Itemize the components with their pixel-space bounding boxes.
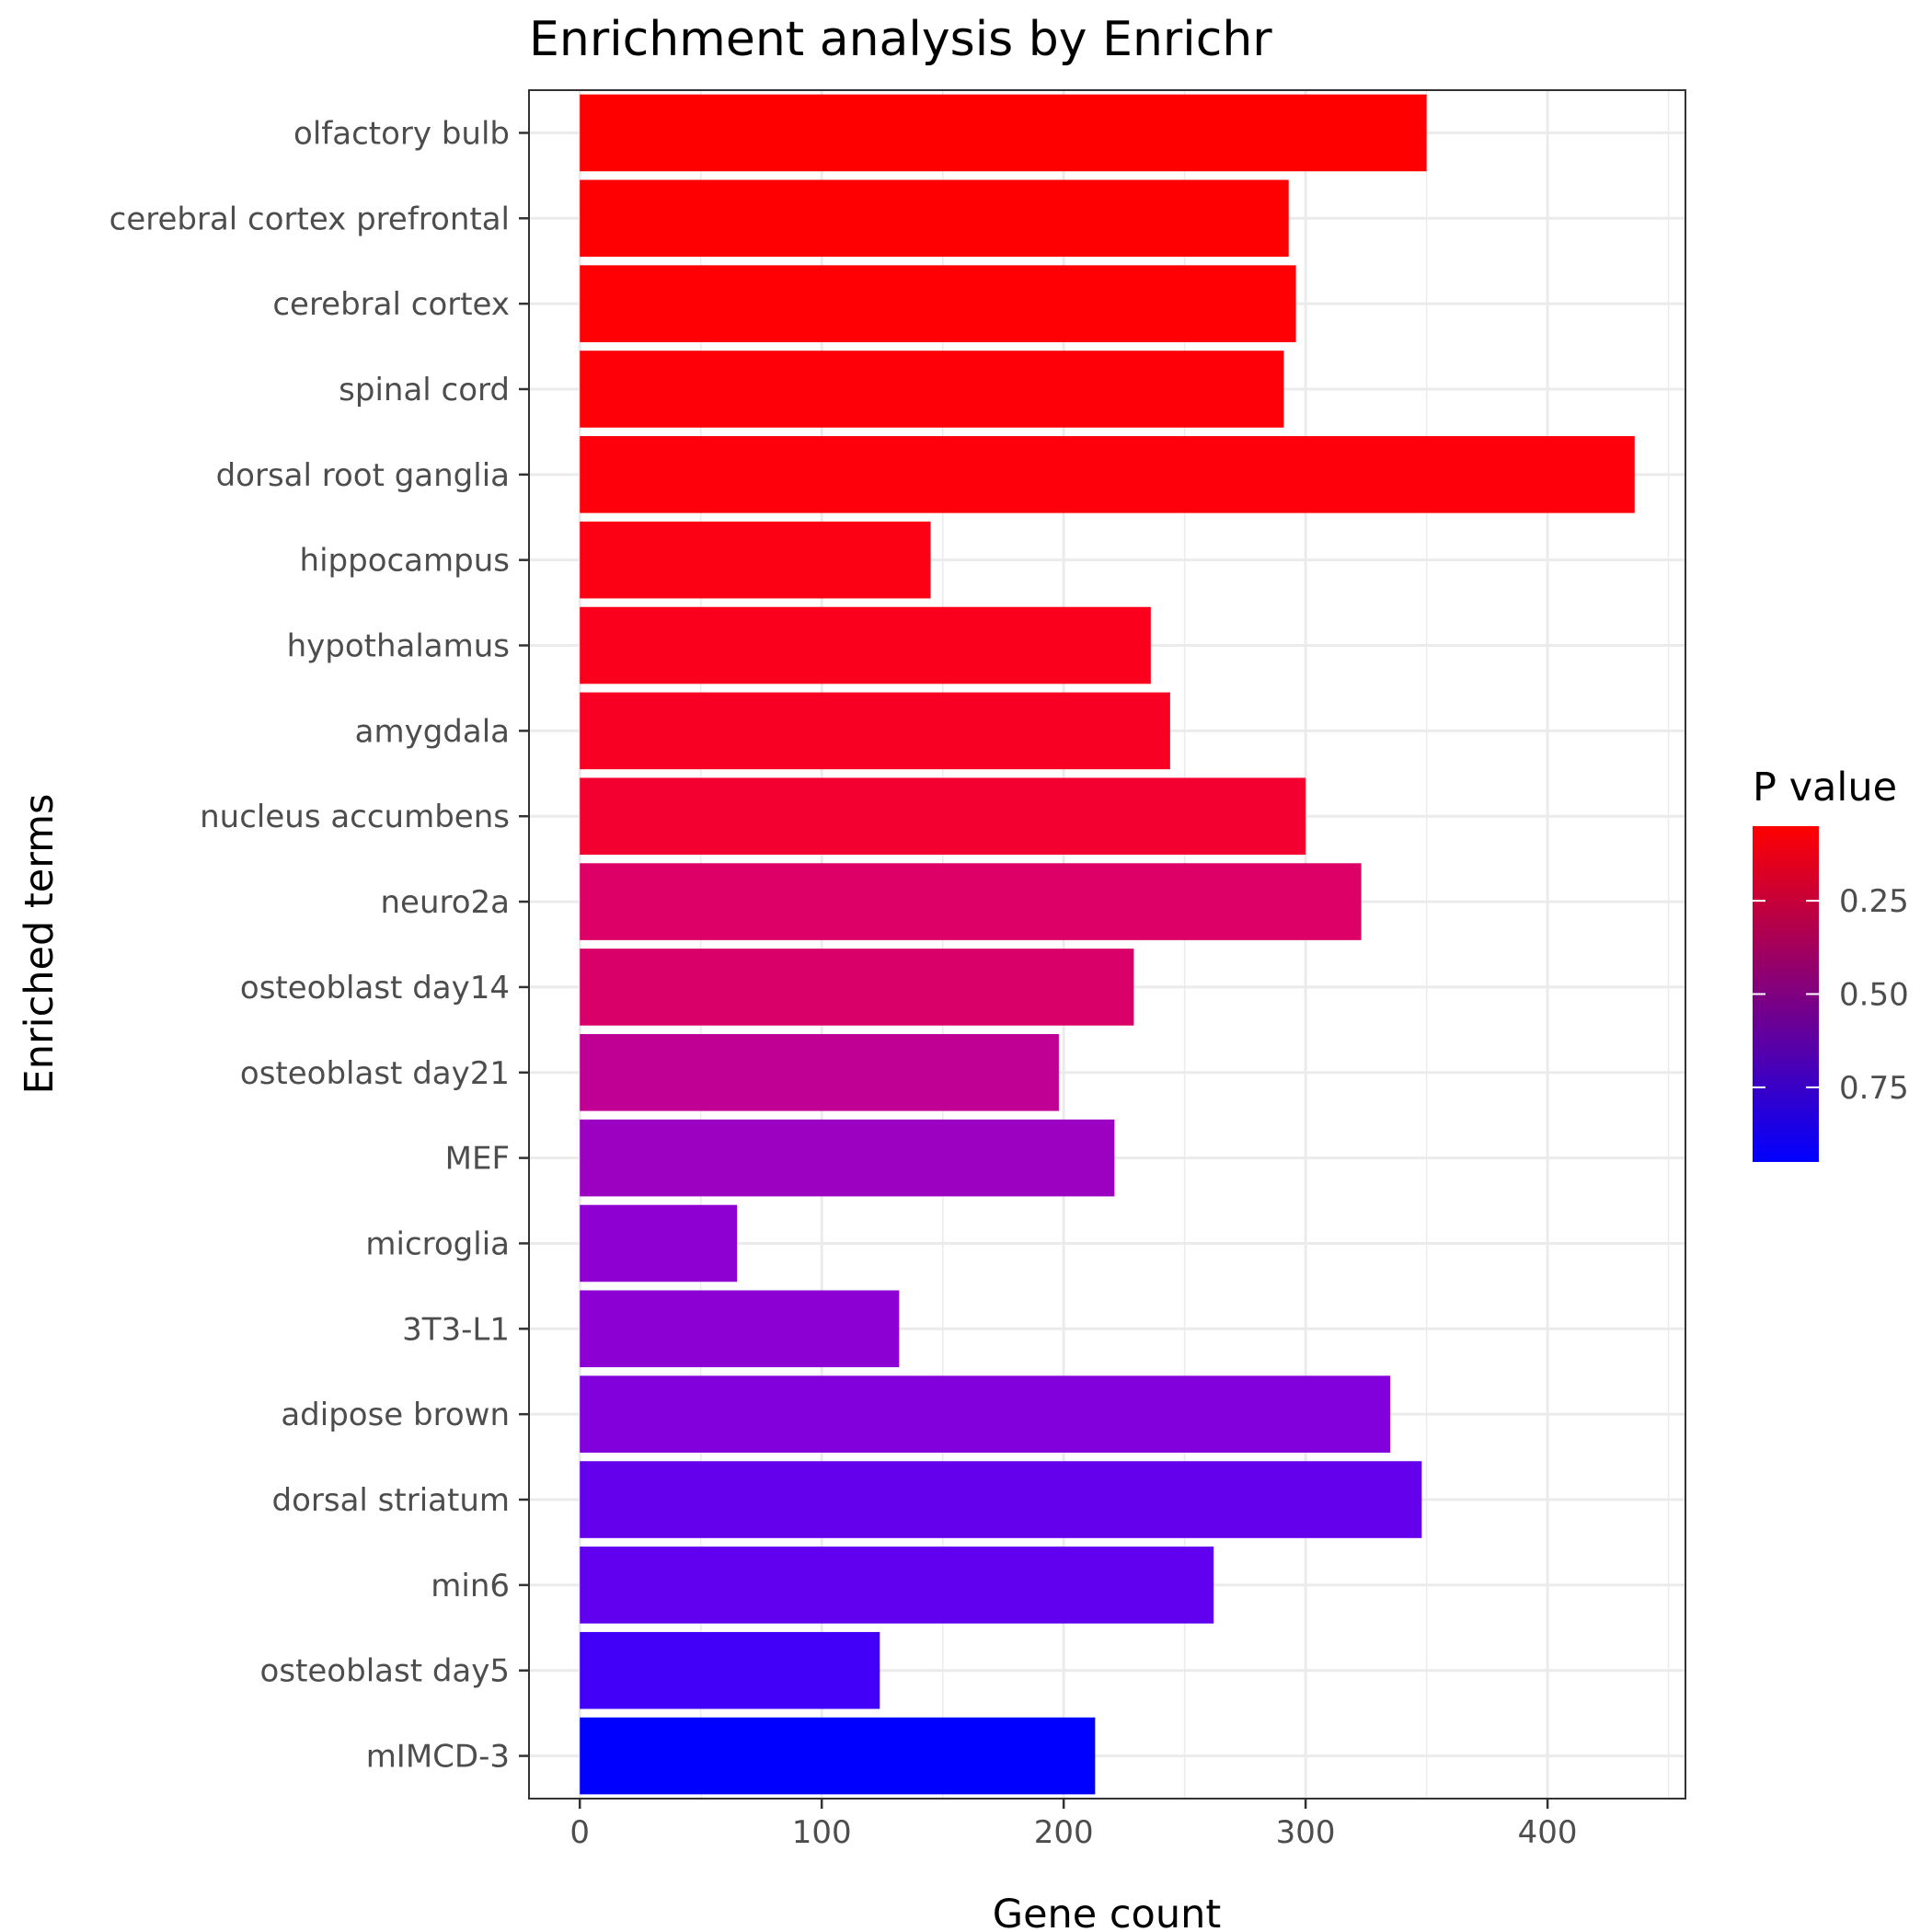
bar: [580, 949, 1134, 1026]
y-tick-label: nucleus accumbens: [200, 799, 510, 835]
bar: [580, 777, 1306, 856]
x-tick-label: 200: [1034, 1814, 1094, 1851]
chart-title: Enrichment analysis by Enrichr: [529, 12, 1272, 67]
x-tick-label: 300: [1276, 1814, 1336, 1851]
bar: [580, 1033, 1059, 1111]
panel-border: [528, 89, 1686, 1800]
y-tick-label: neuro2a: [380, 884, 510, 921]
legend-tick-label: 0.75: [1839, 1070, 1909, 1107]
legend-tick-label: 0.25: [1839, 883, 1909, 920]
bars: [580, 94, 1635, 1795]
y-tick-label: min6: [431, 1568, 510, 1604]
y-axis-title: Enriched terms: [17, 794, 63, 1095]
bar: [580, 606, 1151, 684]
bar: [580, 1547, 1214, 1624]
bar: [580, 94, 1427, 172]
legend-title: P value: [1753, 765, 1897, 811]
panel-background: [529, 90, 1685, 1799]
bar: [580, 179, 1289, 258]
y-tick-label: olfactory bulb: [293, 115, 510, 152]
bar: [580, 1631, 880, 1709]
bar: [580, 265, 1296, 342]
legend: P value 0.25 0.50 0.75: [1753, 765, 1909, 1162]
y-tick-label: cerebral cortex: [272, 286, 510, 323]
x-tick-label: 400: [1518, 1814, 1578, 1851]
bar: [580, 1204, 738, 1282]
bar: [580, 521, 931, 599]
y-tick-label: amygdala: [355, 713, 510, 750]
y-tick-label: 3T3-L1: [402, 1311, 510, 1348]
x-tick-label: 100: [792, 1814, 852, 1851]
y-tick-label: osteoblast day21: [240, 1055, 510, 1092]
bar: [580, 1461, 1422, 1538]
y-tick-label: microglia: [365, 1225, 510, 1262]
y-tick-label: mIMCD-3: [366, 1739, 510, 1776]
y-tick-label: cerebral cortex prefrontal: [109, 201, 510, 237]
bar: [580, 351, 1284, 428]
x-axis: 0 100 200 300 400: [569, 1799, 1578, 1851]
y-tick-label: adipose brown: [281, 1397, 510, 1433]
x-axis-title: Gene count: [993, 1892, 1221, 1932]
y-tick-label: MEF: [445, 1141, 510, 1178]
y-tick-label: dorsal striatum: [272, 1482, 510, 1519]
y-tick-label: osteoblast day14: [240, 970, 510, 1006]
y-axis: olfactory bulb cerebral cortex prefrontal…: [109, 115, 529, 1776]
bar: [580, 1290, 900, 1368]
bar: [580, 436, 1635, 513]
legend-tick-label: 0.50: [1839, 977, 1909, 1014]
y-tick-label: hippocampus: [300, 543, 510, 580]
bar: [580, 863, 1362, 940]
y-tick-label: osteoblast day5: [260, 1653, 510, 1690]
bar: [580, 1717, 1096, 1795]
bar: [580, 1119, 1115, 1197]
y-tick-label: dorsal root ganglia: [216, 457, 510, 494]
bar: [580, 1375, 1391, 1453]
x-tick-label: 0: [569, 1814, 590, 1851]
bar: [580, 692, 1170, 770]
legend-ticks: 0.25 0.50 0.75: [1753, 883, 1909, 1107]
y-tick-label: spinal cord: [339, 372, 510, 408]
y-tick-label: hypothalamus: [287, 628, 510, 665]
